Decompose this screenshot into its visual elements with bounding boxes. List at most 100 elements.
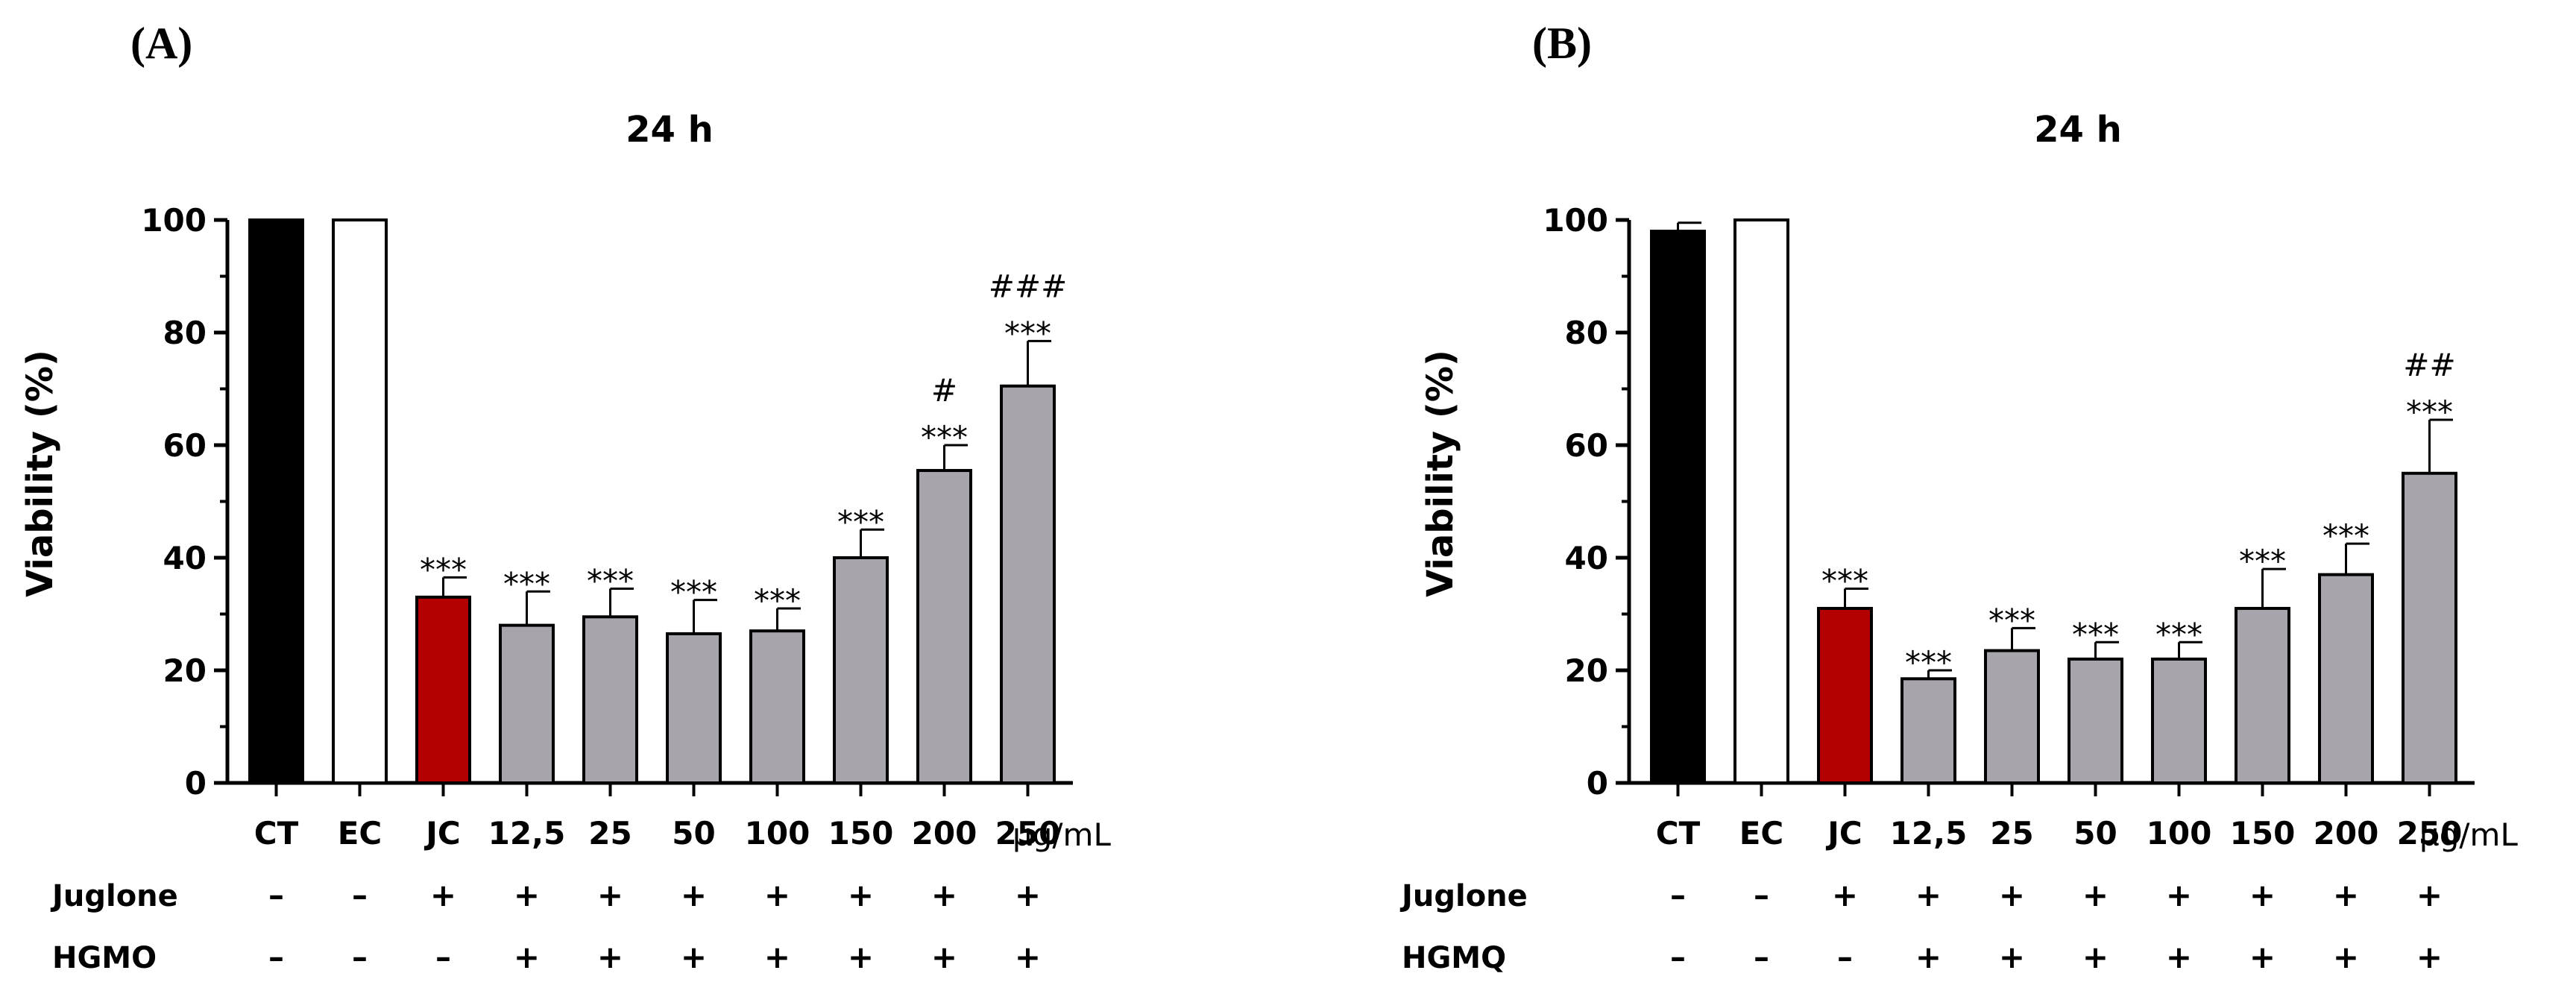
significance-label: *** [1988,602,2035,638]
y-tick-label: 60 [1565,427,1608,464]
unit-label: µg/mL [1013,816,1111,853]
treatment-sign: + [681,877,707,913]
bar [833,556,889,784]
treatment-sign: – [435,939,451,975]
bar [2151,657,2207,785]
x-tick-label: 100 [2147,815,2212,852]
treatment-sign: + [764,877,790,913]
bar [582,615,638,785]
treatment-sign: – [1754,939,1769,975]
bar [1984,649,2040,785]
x-tick-label: 50 [672,815,715,852]
treatment-sign: + [2082,877,2109,913]
x-tick-label: 12,5 [1890,815,1968,852]
treatment-sign: – [1670,877,1686,913]
bar [666,632,722,784]
y-tick-label: 60 [163,427,207,464]
bar [916,468,972,784]
y-axis-label: Viability (%) [1420,350,1461,597]
x-tick-label: 200 [912,815,977,852]
significance-label: *** [2072,616,2119,652]
panel-letter: (A) [130,19,192,68]
bar [1733,218,1789,784]
chart-title: 24 h [626,109,714,151]
treatment-sign: – [1837,939,1853,975]
significance-label: *** [2239,543,2286,579]
x-tick-label: JC [1825,815,1862,852]
panel-b: (B) 24 h Viability (%) µg/mL 0 20 40 60 80 10… [1399,19,2518,975]
treatment-sign: – [352,939,368,975]
y-tick-label: 20 [163,652,207,689]
row-label: Juglone [1399,879,1528,913]
y-tick-label: 40 [1565,540,1608,576]
plot-area: 0 20 40 60 80 100 CT EC JC *** 12,5 *** 25 *** 50 *** 10… [1399,202,2475,975]
bar [1000,384,1056,784]
treatment-sign: + [1999,939,2025,975]
panel-a: (A) 24 h Viability (%) µg/mL 0 20 40 60 80 10… [19,19,1111,975]
treatment-sign: + [514,939,540,975]
treatment-sign: + [2416,877,2443,913]
treatment-sign: – [1754,877,1769,913]
treatment-sign: – [1670,939,1686,975]
bar [2402,471,2457,784]
significance-label: ### [989,268,1068,304]
treatment-sign: + [2333,877,2359,913]
treatment-sign: + [1832,877,1858,913]
y-tick-label: 100 [1543,202,1608,239]
significance-label: *** [2155,616,2202,652]
bar [1650,230,1706,785]
bar [2068,657,2123,785]
treatment-sign: + [848,877,874,913]
treatment-sign: + [1015,939,1041,975]
treatment-sign: + [514,877,540,913]
treatment-sign: + [931,877,957,913]
y-tick-label: 100 [141,202,207,239]
panel-letter: (B) [1532,19,1592,68]
significance-label: *** [837,503,884,540]
treatment-sign: + [430,877,456,913]
treatment-sign: + [2249,877,2276,913]
treatment-sign: + [1915,877,1942,913]
treatment-sign: + [1999,877,2025,913]
bar [749,629,805,785]
unit-label: µg/mL [2419,816,2518,853]
x-tick-label: CT [254,815,299,852]
significance-label: *** [754,582,801,619]
bar [332,218,388,784]
treatment-sign: + [681,939,707,975]
treatment-sign: + [2166,939,2192,975]
bar [1817,606,1873,785]
x-tick-label: CT [1656,815,1701,852]
x-tick-label: 150 [2230,815,2296,852]
chart-title: 24 h [2034,109,2122,151]
treatment-sign: + [931,939,957,975]
treatment-sign: + [2416,939,2443,975]
y-tick-label: 80 [163,315,207,351]
y-tick-label: 80 [1565,315,1608,351]
significance-label: *** [2323,517,2369,554]
treatment-sign: + [597,877,623,913]
x-tick-label: 100 [745,815,810,852]
significance-label: *** [921,419,968,456]
treatment-sign: – [268,939,284,975]
x-tick-label: 50 [2073,815,2117,852]
significance-label: *** [1004,315,1051,351]
significance-label: *** [420,551,467,588]
treatment-sign: – [352,877,368,913]
treatment-sign: + [2249,939,2276,975]
row-label: HGMO [52,941,157,975]
treatment-sign: + [2082,939,2109,975]
x-tick-label: EC [338,815,382,852]
treatment-sign: + [1015,877,1041,913]
treatment-sign: + [2166,877,2192,913]
plot-area: 0 20 40 60 80 100 CT EC JC *** 12,5 *** 25 *** 50 *** 10… [50,202,1073,975]
treatment-sign: + [2333,939,2359,975]
treatment-sign: + [848,939,874,975]
treatment-sign: + [764,939,790,975]
x-tick-label: 25 [588,815,632,852]
y-tick-label: 0 [185,765,207,802]
x-tick-label: 250 [995,815,1061,852]
bar [248,218,304,784]
bar [2318,573,2374,785]
